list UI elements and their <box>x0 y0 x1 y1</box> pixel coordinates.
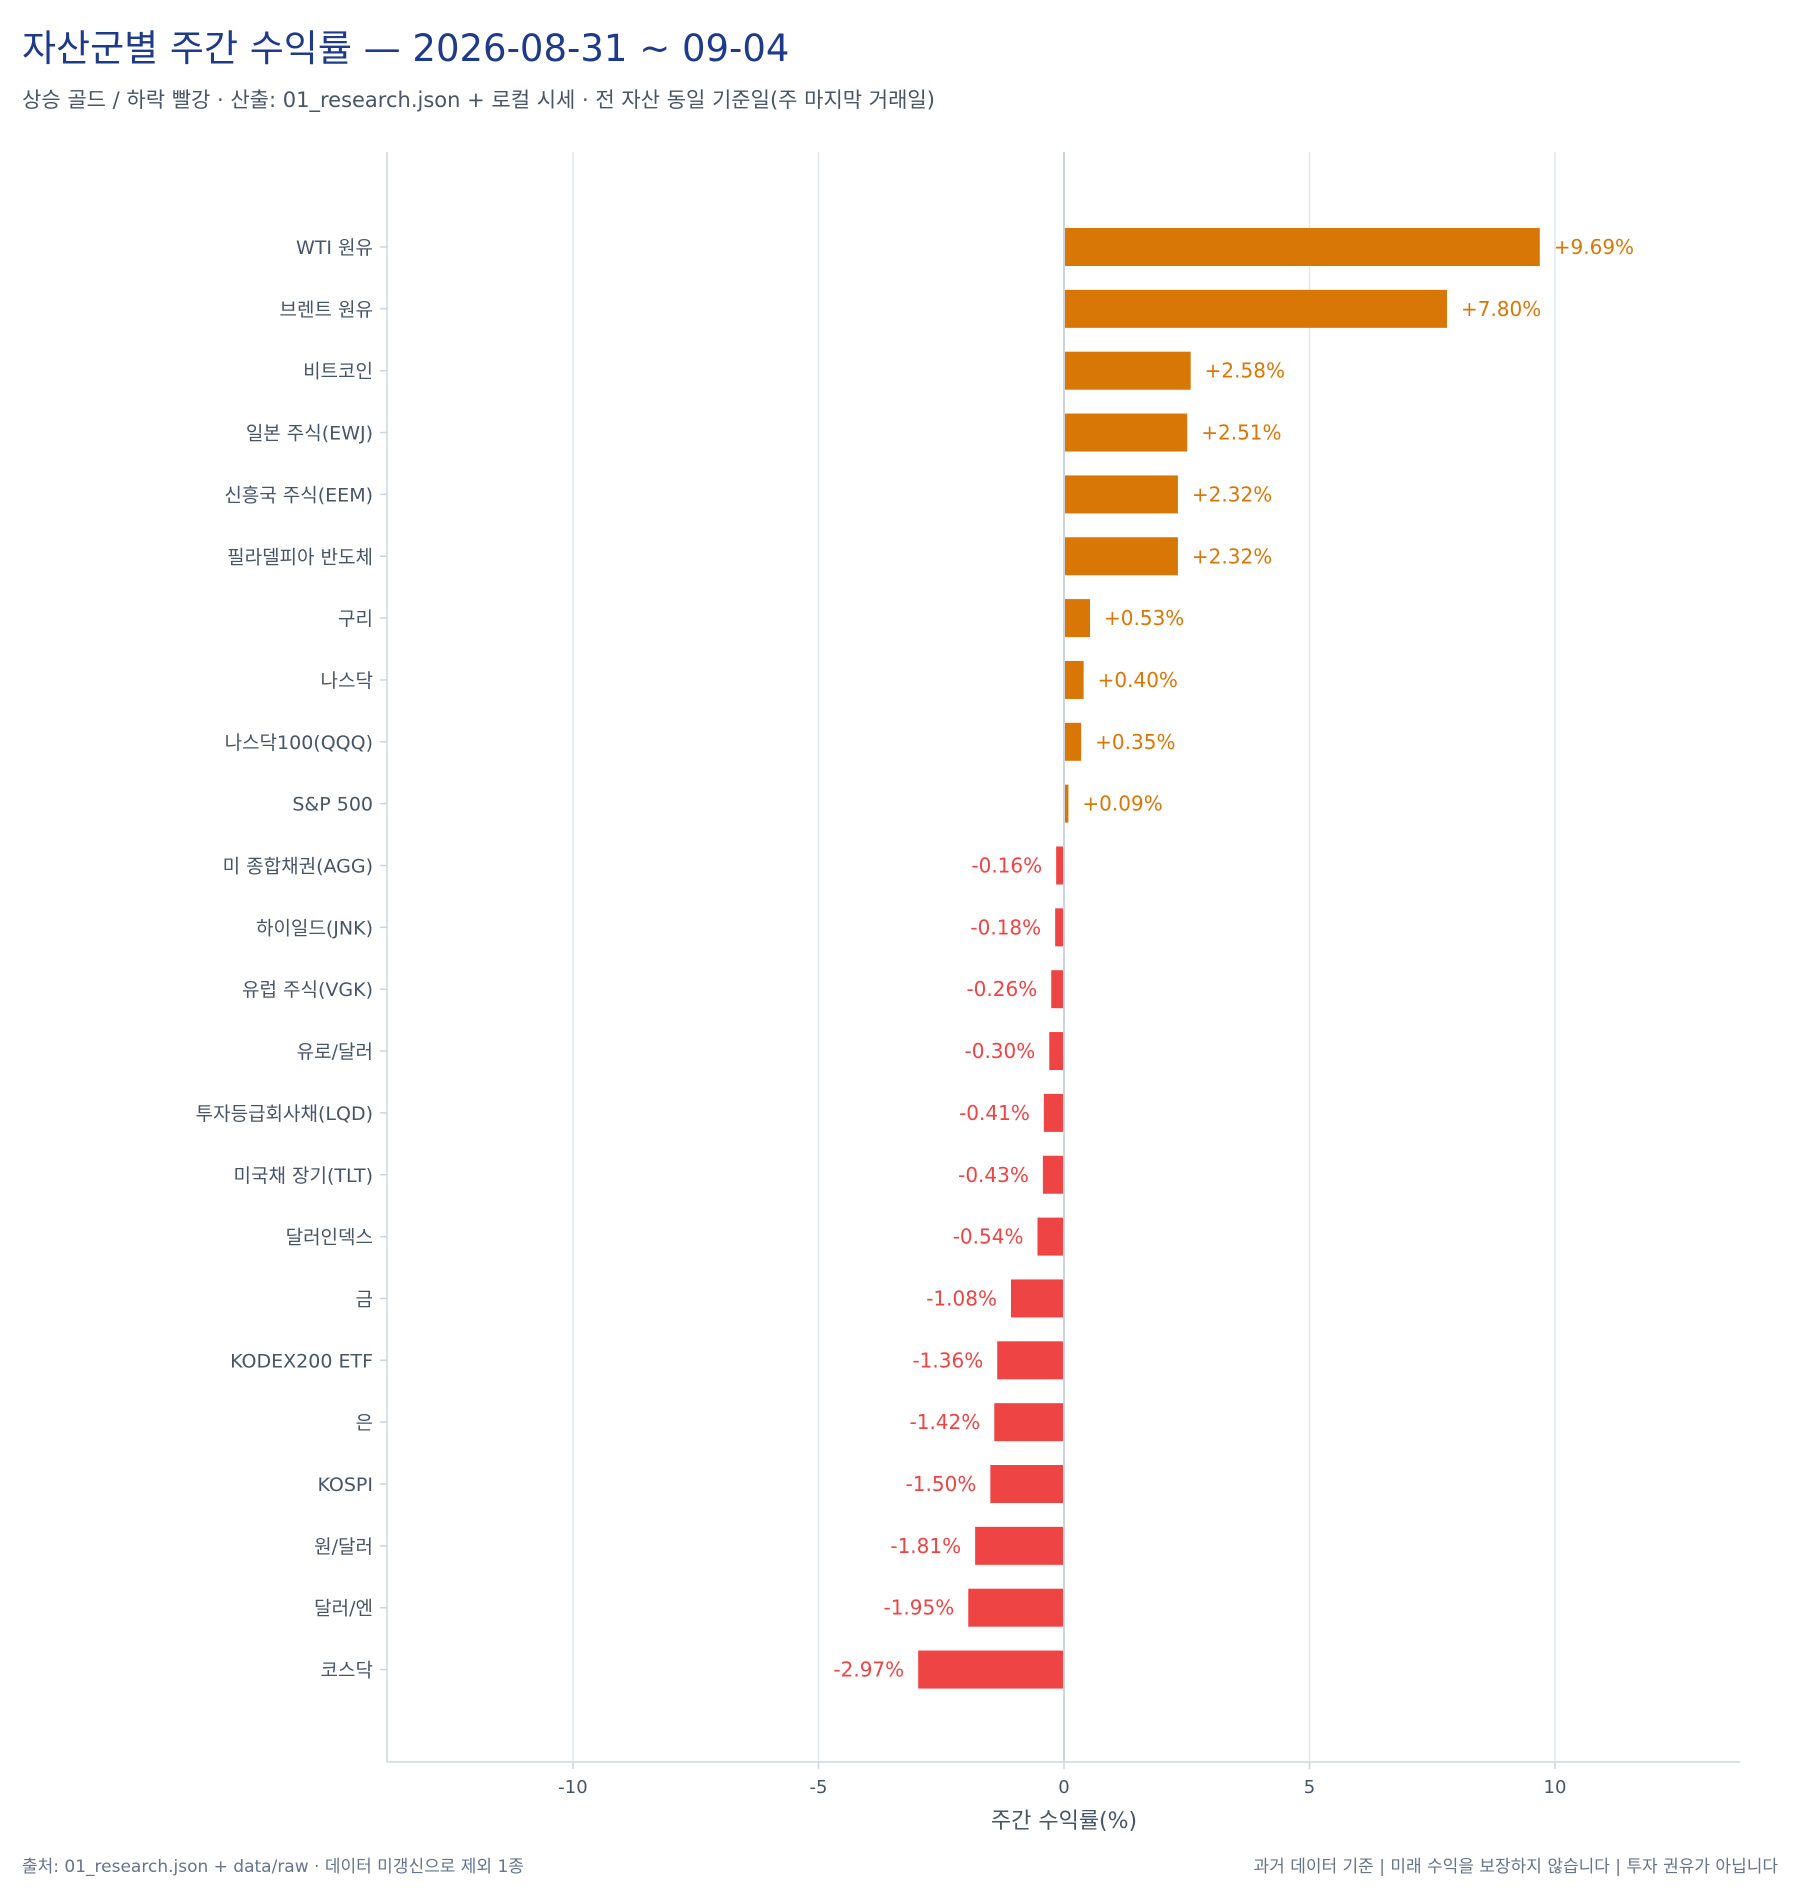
bar <box>1042 1155 1064 1194</box>
bar <box>918 1650 1064 1689</box>
category-label: 나스닥100(QQQ) <box>225 732 373 754</box>
category-label: 은 <box>356 1412 373 1434</box>
category-label: 미 종합채권(AGG) <box>223 856 373 878</box>
category-label: KOSPI <box>318 1474 374 1496</box>
bar <box>1043 1093 1064 1132</box>
footer-disclaimer: 과거 데이터 기준 | 미래 수익을 보장하지 않습니다 | 투자 권유가 아닙… <box>1253 1857 1778 1877</box>
value-label: -1.42% <box>910 1410 981 1434</box>
category-label: 원/달러 <box>314 1536 373 1558</box>
x-tick-label: 0 <box>1058 1777 1069 1798</box>
value-label: -1.95% <box>883 1596 954 1620</box>
bar <box>994 1403 1064 1442</box>
chart-subtitle: 상승 골드 / 하락 빨강 · 산출: 01_research.json + 로… <box>22 88 935 112</box>
value-label: +0.40% <box>1098 668 1178 692</box>
category-label: S&P 500 <box>292 794 373 816</box>
value-label: -0.43% <box>958 1163 1029 1187</box>
bar <box>1064 228 1540 266</box>
value-label: +2.32% <box>1192 482 1272 506</box>
value-label: -0.26% <box>966 977 1037 1001</box>
bar <box>968 1588 1064 1627</box>
category-label: 유로/달러 <box>297 1041 373 1063</box>
category-label: 투자등급회사채(LQD) <box>196 1103 373 1125</box>
value-label: -1.36% <box>912 1348 983 1372</box>
value-label: +0.09% <box>1082 792 1162 816</box>
footer-source: 출처: 01_research.json + data/raw · 데이터 미갱… <box>22 1857 524 1877</box>
bar <box>975 1526 1064 1565</box>
value-label: +0.53% <box>1104 606 1184 630</box>
x-tick-label: -10 <box>558 1777 587 1798</box>
category-label: 달러/엔 <box>314 1598 373 1620</box>
value-label: +7.80% <box>1461 297 1541 321</box>
bar <box>997 1341 1064 1380</box>
value-label: +2.51% <box>1201 421 1281 445</box>
category-label: 일본 주식(EWJ) <box>246 423 373 445</box>
bar <box>1064 289 1447 328</box>
bar <box>1055 908 1064 947</box>
value-label: -0.30% <box>965 1039 1036 1063</box>
bar <box>1010 1279 1064 1318</box>
value-label: -0.54% <box>953 1225 1024 1249</box>
bars <box>918 228 1540 1689</box>
value-label: -0.16% <box>971 854 1042 878</box>
category-label: 필라델피아 반도체 <box>227 546 373 568</box>
bar <box>1037 1217 1064 1256</box>
bar <box>1051 970 1064 1009</box>
category-label: 브렌트 원유 <box>280 299 373 321</box>
chart-title: 자산군별 주간 수익률 — 2026-08-31 ~ 09-04 <box>22 27 790 70</box>
bar <box>1064 784 1069 823</box>
axes <box>380 152 1740 1769</box>
bar <box>1049 1032 1064 1071</box>
value-label: -1.50% <box>906 1472 977 1496</box>
category-label: WTI 원유 <box>296 237 373 259</box>
bar <box>1056 846 1064 885</box>
category-label: 구리 <box>338 608 373 630</box>
bar <box>1064 537 1178 576</box>
bar <box>1064 660 1084 699</box>
grid-lines <box>572 152 1556 1762</box>
bar <box>1064 413 1188 452</box>
category-label: 달러인덱스 <box>286 1227 373 1249</box>
value-label: +2.32% <box>1192 544 1272 568</box>
x-axis-title: 주간 수익률(%) <box>991 1809 1137 1834</box>
category-label: 하이일드(JNK) <box>256 917 373 939</box>
x-tick-label: -5 <box>810 1777 828 1798</box>
value-label: +9.69% <box>1554 235 1634 259</box>
bar <box>1064 351 1191 390</box>
category-label: KODEX200 ETF <box>230 1350 373 1372</box>
labels: -10 -5 0 5 10 WTI 원유 +9.69% 브렌트 원유 +7.80% 비트코인 +2.… <box>196 235 1634 1798</box>
category-label: 금 <box>356 1288 373 1310</box>
value-label: -1.81% <box>890 1534 961 1558</box>
category-label: 나스닥 <box>321 670 373 692</box>
value-label: +0.35% <box>1095 730 1175 754</box>
bar <box>1064 722 1082 761</box>
x-tick-label: 10 <box>1544 1777 1567 1798</box>
category-label: 신흥국 주식(EEM) <box>224 484 373 506</box>
category-label: 유럽 주식(VGK) <box>242 979 373 1001</box>
value-label: -2.97% <box>833 1658 904 1682</box>
bar <box>990 1465 1064 1503</box>
value-label: -0.41% <box>959 1101 1030 1125</box>
category-label: 코스닥 <box>321 1660 373 1682</box>
bar <box>1064 599 1091 638</box>
category-label: 미국채 장기(TLT) <box>234 1165 373 1187</box>
value-label: -0.18% <box>970 915 1041 939</box>
category-label: 비트코인 <box>303 361 373 383</box>
value-label: -1.08% <box>926 1286 997 1310</box>
value-label: +2.58% <box>1205 359 1285 383</box>
bar <box>1064 475 1178 514</box>
x-tick-label: 5 <box>1304 1777 1315 1798</box>
